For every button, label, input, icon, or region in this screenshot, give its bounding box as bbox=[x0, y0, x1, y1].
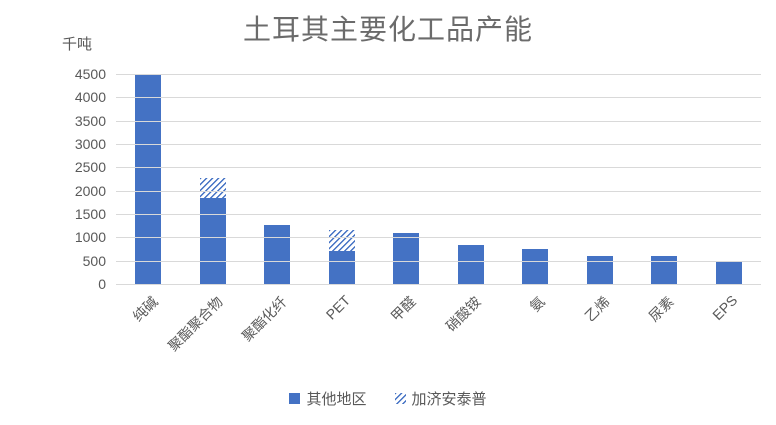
y-axis-tick-label: 3000 bbox=[74, 136, 106, 152]
bar-group bbox=[439, 74, 504, 284]
gridline bbox=[116, 167, 761, 169]
bar-segment-other-regions bbox=[457, 244, 484, 284]
gridline bbox=[116, 237, 761, 239]
y-axis-tick-label: 3500 bbox=[74, 112, 106, 129]
bar-segment-other-regions bbox=[135, 74, 162, 284]
bar-group bbox=[568, 74, 633, 284]
bar-segment-other-regions bbox=[522, 248, 549, 284]
gridline bbox=[116, 74, 761, 75]
bars-container bbox=[116, 74, 761, 284]
y-axis-tick-label: 4000 bbox=[74, 89, 106, 106]
y-axis-tick-label: 0 bbox=[98, 276, 106, 292]
legend-swatch-solid-icon bbox=[289, 393, 301, 404]
bar-group bbox=[181, 74, 246, 284]
gridline bbox=[116, 190, 761, 192]
bar-segment-other-regions bbox=[328, 251, 355, 284]
legend: 其他地区 加济安泰普 bbox=[0, 388, 776, 409]
bar-group bbox=[310, 74, 375, 284]
bar-segment-other-regions bbox=[715, 262, 742, 284]
bar-group bbox=[632, 74, 697, 284]
y-axis-unit-label: 千吨 bbox=[62, 36, 93, 53]
bar-segment-other-regions bbox=[393, 232, 420, 284]
legend-item-gaziantep: 加济安泰普 bbox=[394, 388, 487, 409]
y-axis-tick-label: 500 bbox=[82, 252, 106, 269]
legend-swatch-hatch-icon bbox=[394, 393, 406, 404]
y-axis-tick-label: 4500 bbox=[74, 66, 106, 82]
y-axis-tick-label: 1500 bbox=[74, 206, 106, 222]
gridline bbox=[116, 120, 761, 122]
y-axis-tick-label: 1000 bbox=[74, 229, 106, 246]
bar-segment-other-regions bbox=[264, 224, 291, 284]
bar-group bbox=[116, 74, 181, 284]
legend-label: 加济安泰普 bbox=[411, 391, 487, 408]
gridline bbox=[116, 97, 761, 99]
y-axis-tick-label: 2500 bbox=[74, 159, 106, 176]
bar-group bbox=[697, 74, 762, 284]
bar-segment-other-regions bbox=[199, 197, 226, 284]
legend-label: 其他地区 bbox=[306, 391, 367, 408]
bar-group bbox=[374, 74, 439, 284]
gridline bbox=[116, 144, 761, 145]
bar-group bbox=[503, 74, 568, 284]
chart-title: 土耳其主要化工品产能 bbox=[242, 14, 533, 45]
gridline bbox=[116, 214, 761, 215]
y-axis-tick-label: 2000 bbox=[74, 182, 106, 199]
bar-segment-gaziantep bbox=[328, 230, 355, 252]
bar-segment-gaziantep bbox=[199, 177, 226, 198]
gridline bbox=[116, 284, 761, 285]
legend-item-other-regions: 其他地区 bbox=[289, 388, 367, 409]
gridline bbox=[116, 260, 761, 262]
bar-group bbox=[245, 74, 310, 284]
plot-area: 0 500 1000 1500 2000 2500 3000 3500 4000 4500 纯碱 聚酯… bbox=[75, 66, 761, 354]
